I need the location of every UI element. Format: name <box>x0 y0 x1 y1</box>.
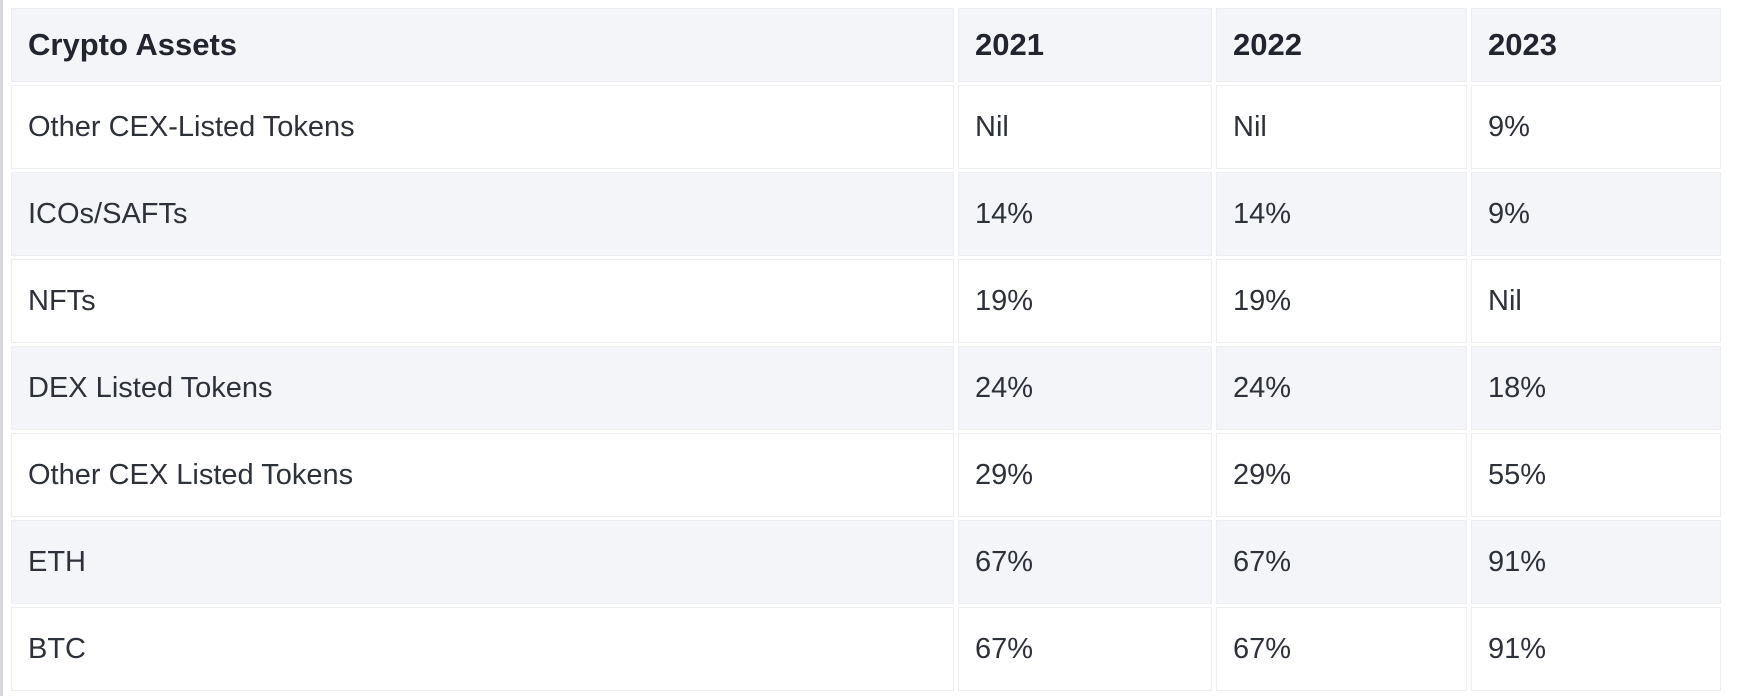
table-row-dex-listed-tokens: DEX Listed Tokens 24% 24% 18% <box>11 346 1721 430</box>
cell-2023: 91% <box>1471 607 1721 691</box>
cell-2022: 24% <box>1216 346 1467 430</box>
cell-2022: 67% <box>1216 520 1467 604</box>
cell-2021: 67% <box>958 607 1212 691</box>
column-header-crypto-assets: Crypto Assets <box>11 8 954 82</box>
cell-2022: 29% <box>1216 433 1467 517</box>
table-row-icos-safts: ICOs/SAFTs 14% 14% 9% <box>11 172 1721 256</box>
cell-2021: 14% <box>958 172 1212 256</box>
column-header-2023: 2023 <box>1471 8 1721 82</box>
column-header-2021: 2021 <box>958 8 1212 82</box>
row-label: ETH <box>11 520 954 604</box>
cell-2021: 29% <box>958 433 1212 517</box>
cell-2023: 18% <box>1471 346 1721 430</box>
cell-2023: 9% <box>1471 172 1721 256</box>
crypto-assets-table: Crypto Assets 2021 2022 2023 Other CEX-List… <box>7 5 1725 694</box>
row-label: Other CEX Listed Tokens <box>11 433 954 517</box>
page-left-edge-line <box>0 0 3 696</box>
header-row: Crypto Assets 2021 2022 2023 <box>11 8 1721 82</box>
table-row-eth: ETH 67% 67% 91% <box>11 520 1721 604</box>
cell-2022: Nil <box>1216 85 1467 169</box>
table-row-nfts: NFTs 19% 19% Nil <box>11 259 1721 343</box>
row-label: NFTs <box>11 259 954 343</box>
cell-2021: 67% <box>958 520 1212 604</box>
table-row-btc: BTC 67% 67% 91% <box>11 607 1721 691</box>
cell-2022: 14% <box>1216 172 1467 256</box>
cell-2021: 24% <box>958 346 1212 430</box>
table-body: Other CEX-Listed Tokens Nil Nil 9% ICOs/SAFT… <box>11 85 1721 691</box>
cell-2021: 19% <box>958 259 1212 343</box>
table-row-other-cex-listed-tokens: Other CEX Listed Tokens 29% 29% 55% <box>11 433 1721 517</box>
column-header-2022: 2022 <box>1216 8 1467 82</box>
cell-2023: 55% <box>1471 433 1721 517</box>
cell-2023: Nil <box>1471 259 1721 343</box>
row-label: DEX Listed Tokens <box>11 346 954 430</box>
row-label: BTC <box>11 607 954 691</box>
cell-2022: 67% <box>1216 607 1467 691</box>
table-header: Crypto Assets 2021 2022 2023 <box>11 8 1721 82</box>
row-label: Other CEX-Listed Tokens <box>11 85 954 169</box>
cell-2023: 9% <box>1471 85 1721 169</box>
cell-2021: Nil <box>958 85 1212 169</box>
cell-2022: 19% <box>1216 259 1467 343</box>
cell-2023: 91% <box>1471 520 1721 604</box>
table-row-other-cex-listed-tokens: Other CEX-Listed Tokens Nil Nil 9% <box>11 85 1721 169</box>
row-label: ICOs/SAFTs <box>11 172 954 256</box>
